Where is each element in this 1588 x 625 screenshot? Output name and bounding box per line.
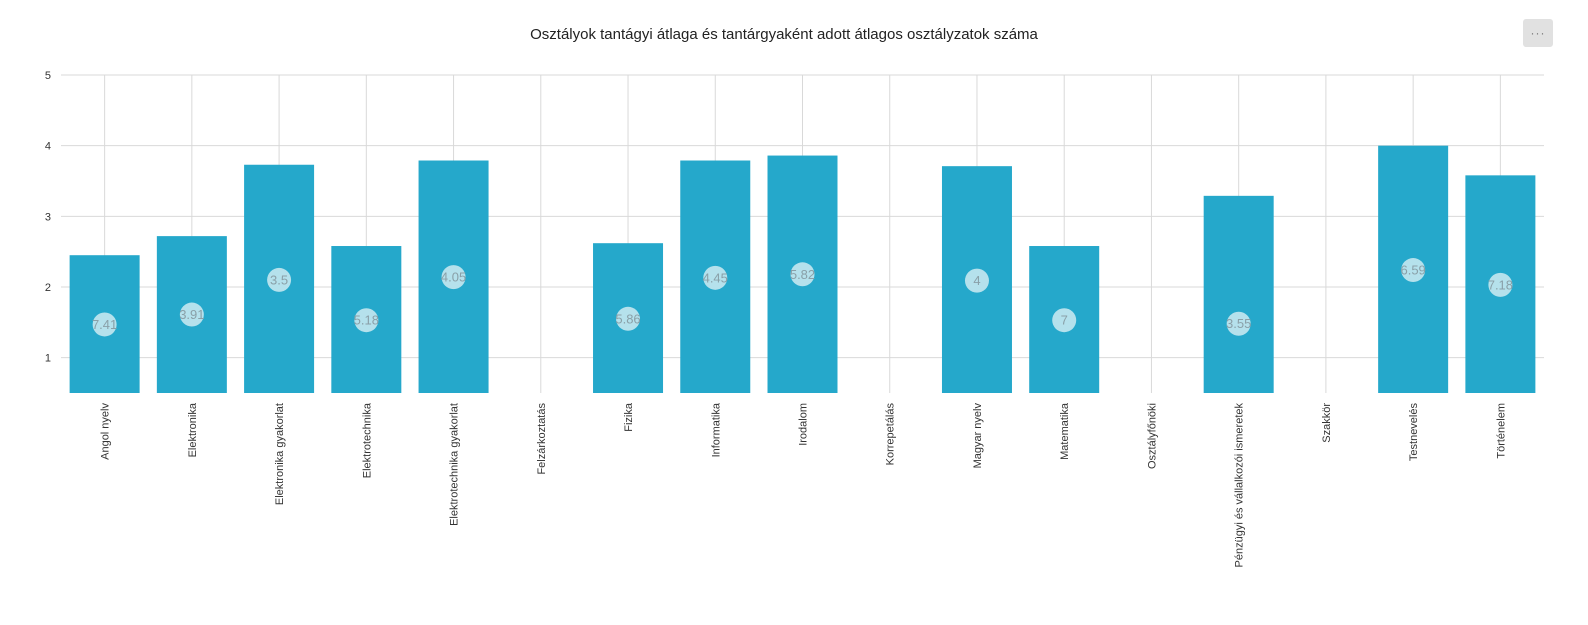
x-tick-label: Angol nyelv [100,403,112,460]
x-tick-label: Matematika [1059,402,1071,460]
data-label: 3.55 [1226,316,1251,331]
x-tick-label: Elektronika [187,402,199,457]
point-marker [964,268,989,293]
point-marker [267,267,292,292]
point-marker [441,265,466,290]
x-tick-label: Testnevelés [1408,403,1420,462]
x-tick-label: Informatika [710,402,722,457]
data-label: 5.82 [790,267,815,282]
x-tick-label: Elektrotechnika gyakorlat [449,403,461,526]
point-marker [1052,308,1077,333]
point-marker [1401,258,1426,283]
x-tick-label: Irodalom [798,403,810,446]
x-tick-label: Történelem [1495,403,1507,459]
x-tick-label: Fizika [623,402,635,432]
y-tick-label: 3 [45,211,51,223]
data-label: 5.18 [354,313,379,328]
x-tick-label: Osztályfőnöki [1146,403,1158,469]
x-tick-label: Felzárkoztatás [536,403,548,475]
x-tick-label: Korrepetálás [885,403,897,466]
data-label: 6.59 [1400,263,1425,278]
y-tick-label: 4 [45,141,51,153]
data-label: 3.5 [270,272,288,287]
point-marker [179,302,204,327]
data-label: 4 [973,273,980,288]
x-tick-label: Elektronika gyakorlat [274,403,286,505]
data-label: 4.45 [703,270,728,285]
x-tick-label: Elektrotechnika [361,402,373,478]
data-label: 7.41 [92,317,117,332]
point-marker [354,308,379,333]
y-tick-label: 1 [45,353,51,365]
data-label: 4.05 [441,270,466,285]
point-marker [1488,272,1513,297]
data-label: 7 [1061,313,1068,328]
point-marker [616,306,641,331]
point-marker [790,262,815,287]
point-marker [1226,311,1251,336]
data-label: 5.86 [615,311,640,326]
y-tick-label: 5 [45,70,51,82]
y-tick-label: 2 [45,282,51,294]
x-tick-label: Szakkör [1321,403,1333,443]
x-tick-label: Pénzügyi és vállalkozói ismeretek [1234,403,1246,568]
data-label: 3.91 [179,307,204,322]
point-marker [92,312,117,337]
bar [1203,195,1274,393]
x-tick-label: Magyar nyelv [972,403,984,469]
more-horizontal-icon[interactable]: ··· [1523,19,1553,47]
point-marker [703,265,728,290]
data-label: 7.18 [1488,277,1513,292]
chart-title: Osztályok tantágyi átlaga és tantárgyaké… [530,26,1038,43]
